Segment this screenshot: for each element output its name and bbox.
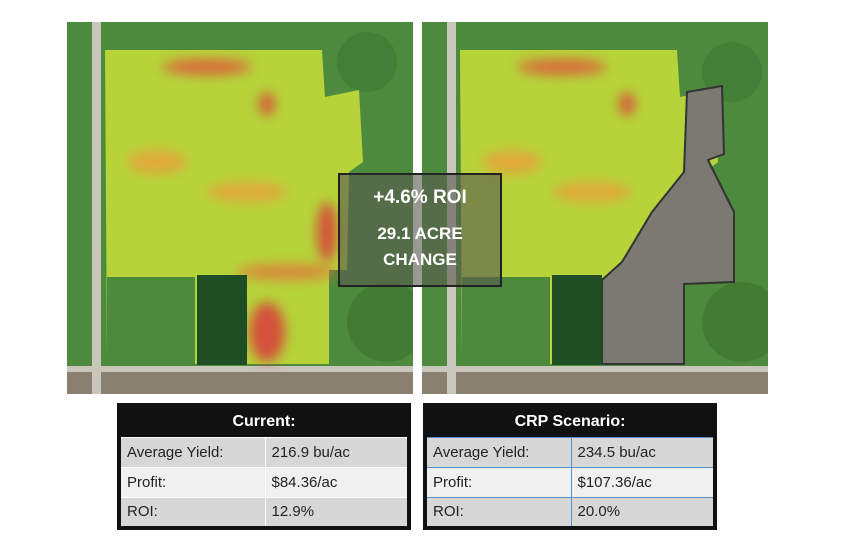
roi-summary-box: +4.6% ROI 29.1 ACRE CHANGE bbox=[338, 173, 502, 287]
bottom-fields bbox=[67, 370, 413, 394]
tree-grove bbox=[552, 275, 602, 365]
row-label: ROI: bbox=[424, 497, 572, 528]
row-value: $84.36/ac bbox=[264, 467, 410, 498]
tree-grove bbox=[197, 275, 247, 365]
row-label: Average Yield: bbox=[118, 437, 266, 468]
road-horizontal bbox=[422, 366, 768, 372]
crp-retired-area bbox=[601, 84, 735, 365]
table-row: Average Yield: 234.5 bu/ac bbox=[424, 437, 716, 468]
field-yield-area bbox=[105, 50, 363, 364]
acre-change-label: 29.1 ACRE CHANGE bbox=[340, 221, 500, 273]
row-label: Average Yield: bbox=[424, 437, 572, 468]
road-vertical bbox=[92, 22, 101, 394]
table-title: Current: bbox=[232, 413, 296, 430]
road-horizontal bbox=[67, 366, 413, 372]
roi-change-label: +4.6% ROI bbox=[373, 187, 467, 208]
table-row: Profit: $84.36/ac bbox=[118, 467, 410, 498]
table-row: Profit: $107.36/ac bbox=[424, 467, 716, 498]
bottom-fields bbox=[422, 370, 768, 394]
acre-change-line2: CHANGE bbox=[383, 250, 457, 269]
row-value: 12.9% bbox=[264, 497, 410, 528]
acre-change-line1: 29.1 ACRE bbox=[377, 224, 463, 243]
table-row: ROI: 12.9% bbox=[118, 497, 410, 528]
current-stats-table: Current: Average Yield: 216.9 bu/ac Prof… bbox=[117, 403, 411, 530]
row-value: $107.36/ac bbox=[570, 467, 716, 498]
row-label: Profit: bbox=[118, 467, 266, 498]
table-title: CRP Scenario: bbox=[514, 413, 626, 430]
row-label: ROI: bbox=[118, 497, 266, 528]
row-label: Profit: bbox=[424, 467, 572, 498]
table-row: ROI: 20.0% bbox=[424, 497, 716, 528]
crp-stats-table: CRP Scenario: Average Yield: 234.5 bu/ac… bbox=[423, 403, 717, 530]
row-value: 234.5 bu/ac bbox=[570, 437, 716, 468]
row-value: 20.0% bbox=[570, 497, 716, 528]
table-row: Average Yield: 216.9 bu/ac bbox=[118, 437, 410, 468]
row-value: 216.9 bu/ac bbox=[264, 437, 410, 468]
